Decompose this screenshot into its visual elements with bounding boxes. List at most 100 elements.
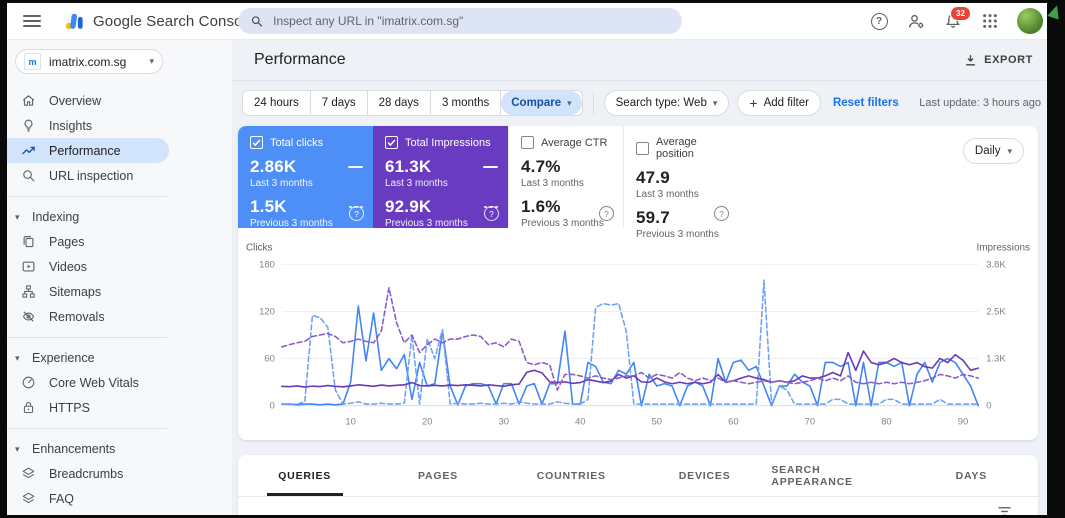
sidebar-item-core-web-vitals[interactable]: Core Web Vitals xyxy=(7,370,232,395)
url-inspect-input[interactable] xyxy=(271,13,670,29)
svg-text:80: 80 xyxy=(881,417,892,428)
compare-button[interactable]: Compare ▾ xyxy=(501,91,582,115)
property-selector[interactable]: m imatrix.com.sg ▾ xyxy=(15,49,163,74)
metric-current-period: Last 3 months xyxy=(250,178,313,189)
svg-text:50: 50 xyxy=(652,417,663,428)
sidebar-item-label: Removals xyxy=(49,309,105,324)
metric-previous-period: Previous 3 months xyxy=(636,229,719,240)
sidebar-section-indexing[interactable]: ▾ Indexing xyxy=(7,205,232,229)
sidebar-item-label: Performance xyxy=(49,143,121,158)
avatar[interactable] xyxy=(1017,8,1043,34)
tab-pages[interactable]: PAGES xyxy=(418,469,458,482)
sidebar-item-faq[interactable]: FAQ xyxy=(7,486,232,511)
help-icon[interactable]: ? xyxy=(484,206,499,221)
metric-previous-value: 92.9K xyxy=(385,197,432,216)
apps-grid-button[interactable] xyxy=(980,11,1000,31)
svg-text:Impressions: Impressions xyxy=(976,242,1030,253)
sidebar-item-label: Videos xyxy=(49,259,87,274)
tab-devices[interactable]: DEVICES xyxy=(678,469,731,482)
help-icon[interactable]: ? xyxy=(599,206,614,221)
interval-dropdown[interactable]: Daily ▾ xyxy=(962,138,1024,164)
plus-icon: + xyxy=(749,95,758,111)
sidebar-item-url-inspection[interactable]: URL inspection xyxy=(7,163,232,188)
sidebar-item-overview[interactable]: Overview xyxy=(7,88,232,113)
sidebar-item-removals[interactable]: Removals xyxy=(7,304,232,329)
topbar: Google Search Console ? xyxy=(7,3,1047,40)
home-icon xyxy=(22,95,35,106)
app-logo: Google Search Console xyxy=(63,10,254,32)
chevron-down-icon: ▾ xyxy=(15,352,20,363)
filter-list-icon[interactable] xyxy=(997,505,1012,515)
svg-text:60: 60 xyxy=(264,354,275,365)
svg-text:30: 30 xyxy=(499,417,510,428)
lightbulb-icon xyxy=(24,119,33,132)
sidebar-item-https[interactable]: HTTPS xyxy=(7,395,232,420)
user-gear-icon xyxy=(908,14,923,28)
metric-label: Total Impressions xyxy=(405,136,491,149)
sidebar-item-label: Sitemaps xyxy=(49,284,102,299)
sidebar-section-enhancements[interactable]: ▾ Enhancements xyxy=(7,437,232,461)
tab-queries[interactable]: QUERIES xyxy=(238,455,371,496)
tab-countries[interactable]: COUNTRIES xyxy=(536,469,606,482)
reset-filters-link[interactable]: Reset filters xyxy=(832,97,899,109)
lock-icon xyxy=(23,401,34,414)
metric-card-average-ctr[interactable]: Average CTR 4.7% Last 3 months 1.6% Prev… xyxy=(508,126,623,229)
sidebar-item-videos[interactable]: Videos xyxy=(7,254,232,279)
help-icon[interactable]: ? xyxy=(349,206,364,221)
solid-line-legend-icon xyxy=(483,165,498,169)
account-settings-button[interactable] xyxy=(906,11,926,31)
checkbox-unchecked-icon[interactable] xyxy=(636,141,649,155)
metric-previous-period: Previous 3 months xyxy=(250,218,333,229)
performance-panel: Total clicks 2.86K Last 3 months 1.5K Pr… xyxy=(238,126,1038,440)
svg-text:180: 180 xyxy=(259,259,275,270)
metric-card-average-position[interactable]: Average position 47.9 Last 3 months 59.7… xyxy=(623,126,738,240)
chevron-down-icon: ▾ xyxy=(1007,145,1012,156)
range-3-months[interactable]: 3 months xyxy=(431,91,502,115)
interval-label: Daily xyxy=(974,145,1001,157)
sitemaps-icon xyxy=(22,285,35,298)
notifications-button[interactable]: 32 xyxy=(943,6,971,31)
sidebar-item-label: Overview xyxy=(49,93,102,108)
sidebar: m imatrix.com.sg ▾ Overview Insights xyxy=(7,40,232,515)
last-update-text: Last update: 3 hours ago xyxy=(919,97,1041,109)
section-label: Indexing xyxy=(32,210,80,224)
help-icon[interactable]: ? xyxy=(714,206,729,221)
sidebar-item-pages[interactable]: Pages xyxy=(7,229,232,254)
sidebar-item-performance[interactable]: Performance xyxy=(7,138,169,163)
tab-search-appearance[interactable]: SEARCH APPEARANCE xyxy=(771,463,853,488)
sidebar-section-experience[interactable]: ▾ Experience xyxy=(7,346,232,370)
download-icon xyxy=(966,54,976,65)
metric-current-period: Last 3 months xyxy=(385,178,448,189)
help-button[interactable]: ? xyxy=(869,11,889,31)
performance-chart[interactable]: 0 0 60 1.3K 120 2.5K 180 3.8K 10 20 30 40 50 60 70 80 90… xyxy=(242,238,1034,434)
checkbox-unchecked-icon[interactable] xyxy=(521,136,534,149)
eye-off-icon xyxy=(22,311,35,322)
chevron-down-icon: ▾ xyxy=(149,56,154,66)
export-button[interactable]: EXPORT xyxy=(964,54,1033,67)
chevron-down-icon: ▾ xyxy=(15,211,20,222)
date-range-group: 24 hours 7 days 28 days 3 months Compare… xyxy=(242,90,583,116)
add-filter-button[interactable]: + Add filter xyxy=(737,90,821,116)
property-name: imatrix.com.sg xyxy=(49,54,127,69)
search-icon xyxy=(23,170,35,182)
checkbox-checked-icon[interactable] xyxy=(250,136,263,149)
search-console-logo-icon xyxy=(65,13,83,30)
sidebar-item-insights[interactable]: Insights xyxy=(7,113,232,138)
range-7-days[interactable]: 7 days xyxy=(311,91,368,115)
sidebar-item-breadcrumbs[interactable]: Breadcrumbs xyxy=(7,461,232,486)
range-28-days[interactable]: 28 days xyxy=(368,91,431,115)
divider xyxy=(7,428,167,429)
search-type-filter[interactable]: Search type: Web ▾ xyxy=(603,90,730,116)
tab-days[interactable]: DAYS xyxy=(955,469,988,482)
sidebar-item-sitemaps[interactable]: Sitemaps xyxy=(7,279,232,304)
hamburger-menu-icon[interactable] xyxy=(23,15,41,27)
metric-card-total-impressions[interactable]: Total Impressions 61.3K Last 3 months 92… xyxy=(373,126,508,229)
svg-text:60: 60 xyxy=(728,417,739,428)
url-inspect-searchbar[interactable] xyxy=(238,8,682,34)
sidebar-item-label: FAQ xyxy=(49,491,75,506)
checkbox-checked-icon[interactable] xyxy=(385,136,398,149)
sidebar-item-label: Insights xyxy=(49,118,93,133)
divider xyxy=(592,92,594,114)
range-24-hours[interactable]: 24 hours xyxy=(243,91,311,115)
metric-card-total-clicks[interactable]: Total clicks 2.86K Last 3 months 1.5K Pr… xyxy=(238,126,373,229)
